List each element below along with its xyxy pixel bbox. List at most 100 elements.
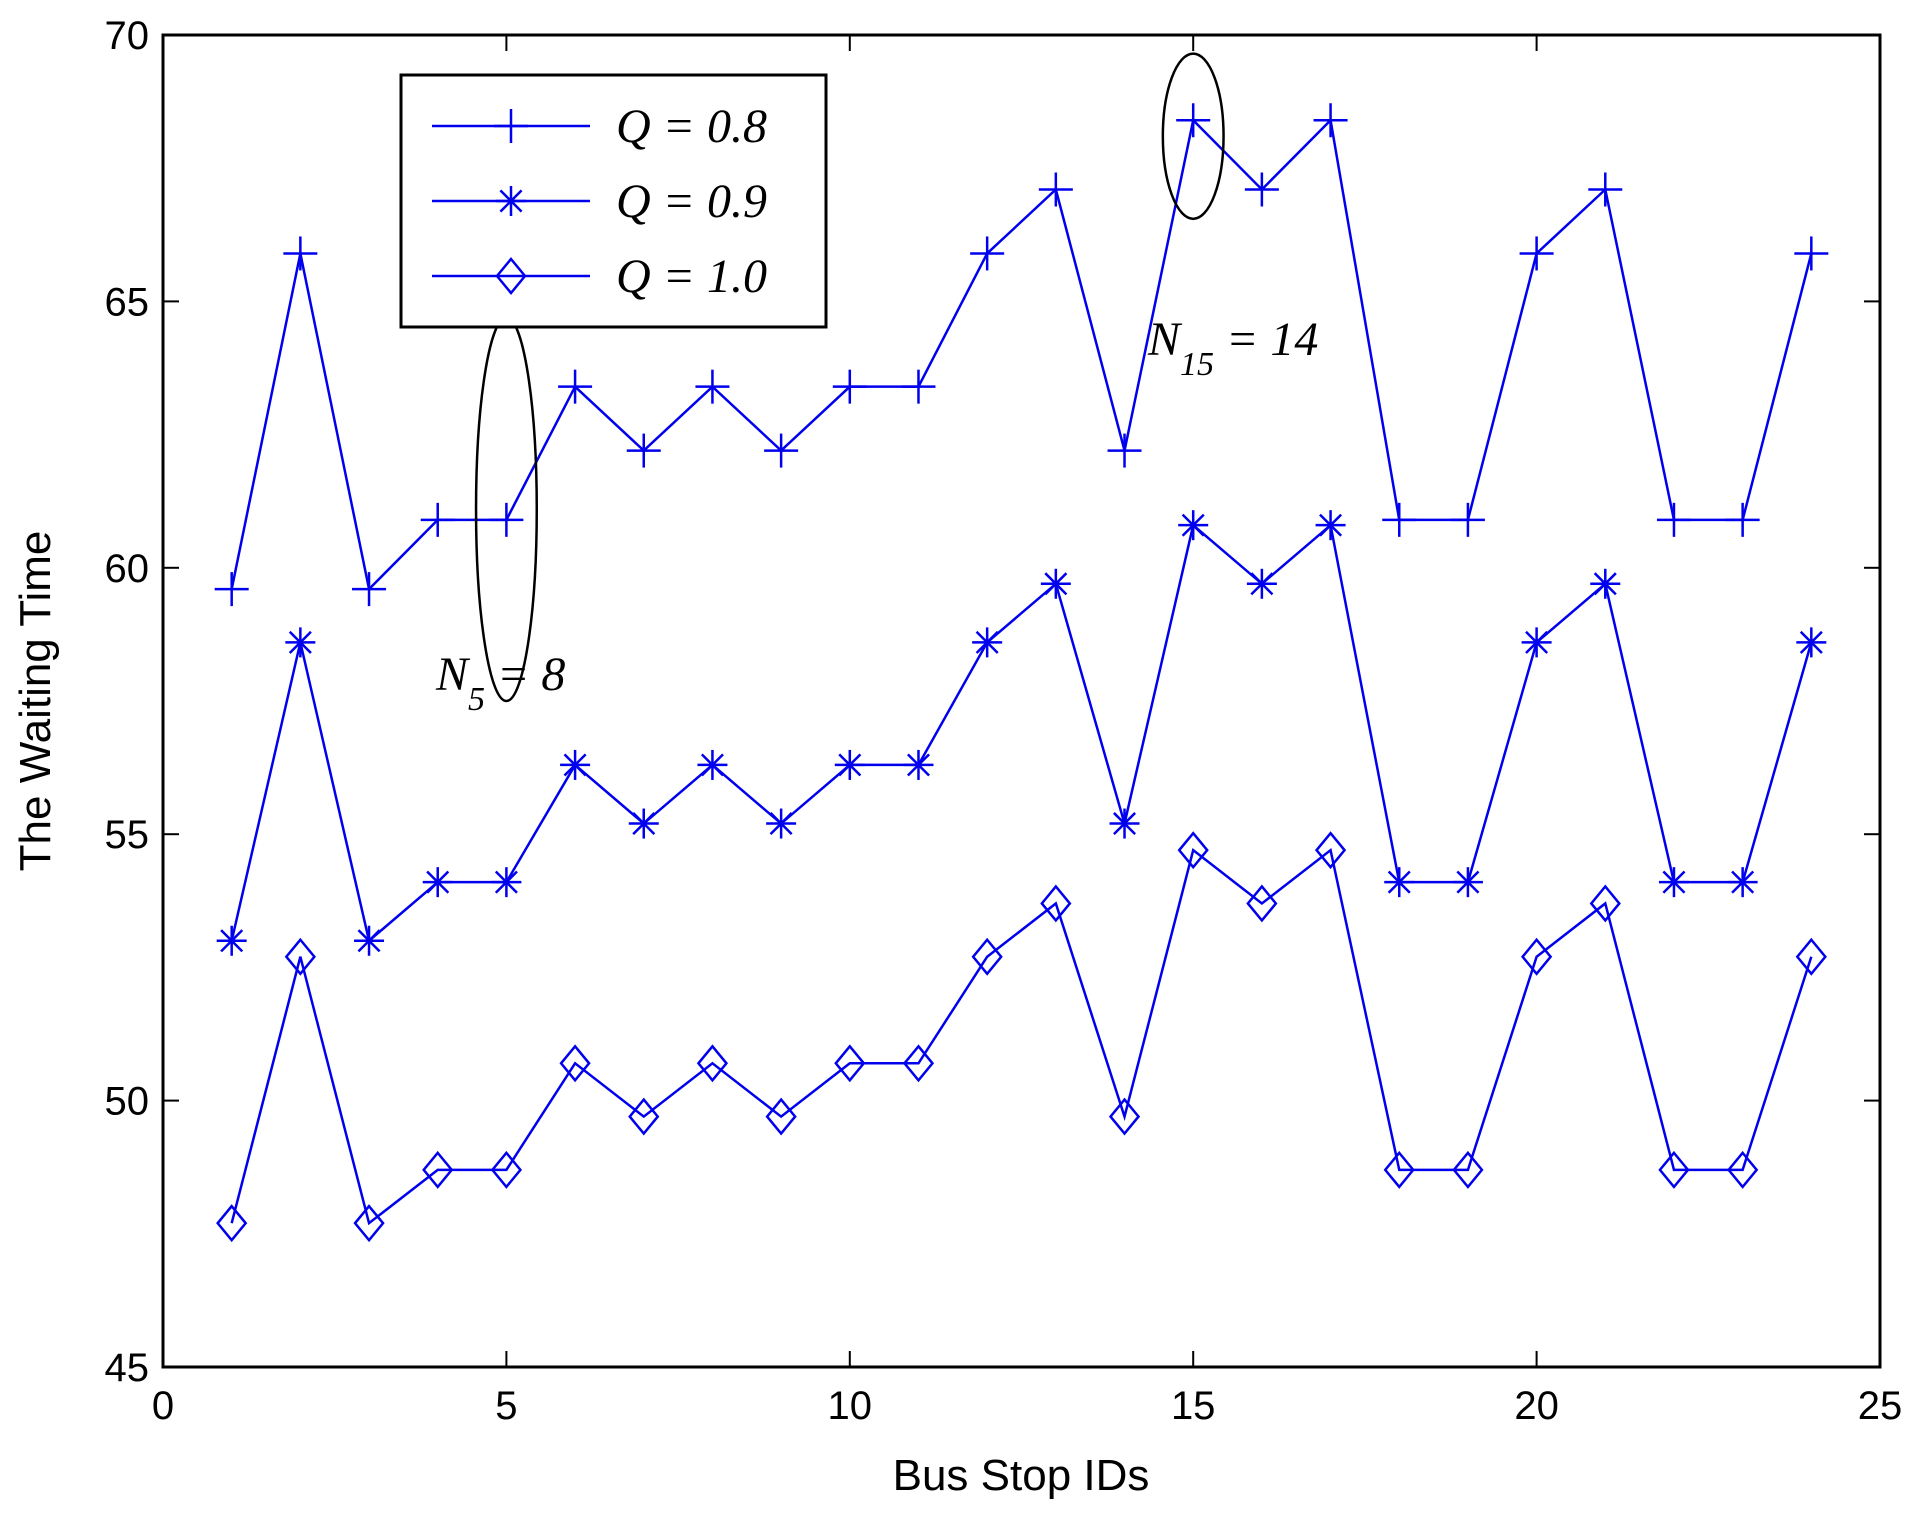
marker-stroke <box>632 812 656 836</box>
data-point <box>1658 867 1689 898</box>
legend: Q = 0.8 Q = 0.9 Q = 1.0 <box>399 73 828 329</box>
marker-shape <box>422 1150 454 1189</box>
marker-shape <box>834 1044 866 1083</box>
marker-stroke <box>1387 870 1411 894</box>
x-tick-label: 10 <box>828 1384 873 1428</box>
marker-stroke <box>769 812 793 836</box>
marker-stroke <box>906 753 930 777</box>
marker-stroke <box>357 929 381 953</box>
x-tick-label: 15 <box>1171 1384 1216 1428</box>
data-point <box>1725 502 1760 537</box>
data-point <box>1246 884 1278 923</box>
marker-shape <box>1589 884 1621 923</box>
legend-marker <box>494 109 528 143</box>
y-axis-title: The Waiting Time <box>11 531 60 872</box>
y-tick-label: 70 <box>105 14 150 58</box>
annotation-2: N15 = 14 <box>1147 52 1318 383</box>
marker-shape <box>490 1150 523 1189</box>
y-tick-label: 45 <box>105 1346 150 1390</box>
data-point <box>697 749 728 780</box>
marker-stroke <box>1113 812 1137 836</box>
marker-shape <box>495 257 527 295</box>
axis-ticks <box>162 34 1881 1368</box>
data-point <box>1521 627 1552 658</box>
data-point <box>1590 568 1621 599</box>
data-point <box>1382 502 1417 537</box>
data-point <box>832 369 867 404</box>
data-point <box>696 1044 729 1083</box>
series-2 <box>216 510 1827 956</box>
data-point <box>352 572 387 607</box>
marker-shape <box>1520 937 1553 976</box>
data-point <box>1656 502 1691 537</box>
legend-label: Q = 0.9 <box>616 175 767 228</box>
data-point <box>216 1204 248 1243</box>
data-point <box>1727 1150 1759 1189</box>
x-tick-label: 5 <box>495 1384 517 1428</box>
data-point <box>560 749 591 780</box>
data-point <box>1246 568 1277 599</box>
marker-stroke <box>494 870 518 894</box>
marker-stroke <box>1593 572 1617 596</box>
data-point <box>422 1150 454 1189</box>
data-point <box>903 749 934 780</box>
marker-stroke <box>1799 630 1823 654</box>
series-1 <box>214 103 1829 607</box>
data-point <box>1384 867 1415 898</box>
data-point <box>765 1097 797 1136</box>
annotations: N5 = 8 N15 = 14 <box>435 52 1318 718</box>
marker-shape <box>765 1097 797 1136</box>
legend-marker <box>496 186 526 216</box>
x-tick-label: 20 <box>1514 1384 1559 1428</box>
data-point <box>764 433 799 468</box>
data-point <box>1658 1150 1690 1189</box>
data-point <box>489 502 524 537</box>
marker-stroke <box>220 929 244 953</box>
data-point <box>970 236 1005 271</box>
data-point <box>422 867 453 898</box>
marker-shape <box>284 937 316 976</box>
data-point <box>1727 867 1758 898</box>
data-point <box>1109 808 1140 839</box>
data-point <box>354 925 385 956</box>
data-point <box>1244 172 1279 207</box>
marker-shape <box>971 937 1003 976</box>
data-point <box>1313 103 1348 138</box>
data-point <box>834 749 865 780</box>
data-point <box>1795 937 1827 976</box>
y-tick-label: 60 <box>105 547 150 591</box>
marker-stroke <box>700 753 724 777</box>
data-point <box>1450 502 1485 537</box>
data-point <box>695 369 730 404</box>
data-point <box>1178 510 1209 541</box>
marker-stroke <box>975 630 999 654</box>
data-point <box>1040 568 1071 599</box>
marker-shape <box>1452 1150 1484 1189</box>
data-point <box>834 1044 866 1083</box>
marker-shape <box>1108 1097 1141 1136</box>
annotation-ellipse <box>1161 52 1225 221</box>
legend-item: Q = 0.9 <box>432 175 767 228</box>
data-point <box>1452 867 1483 898</box>
marker-shape <box>1040 884 1072 923</box>
data-point <box>628 1097 660 1136</box>
data-point <box>1107 433 1142 468</box>
data-point <box>285 627 316 658</box>
marker-stroke <box>1044 572 1068 596</box>
marker-shape <box>902 1044 935 1083</box>
annotation-label: N5 = 8 <box>435 648 565 718</box>
data-point <box>1520 937 1553 976</box>
data-point <box>559 1044 591 1083</box>
y-tick-label: 55 <box>105 813 150 857</box>
marker-stroke <box>426 870 450 894</box>
marker-shape <box>628 1097 660 1136</box>
data-point <box>283 236 318 271</box>
series-3 <box>216 831 1827 1243</box>
data-point <box>1383 1150 1415 1189</box>
data-point <box>972 627 1003 658</box>
y-tick-label: 65 <box>105 280 150 324</box>
data-point <box>214 572 249 607</box>
marker-stroke <box>1731 870 1755 894</box>
data-point <box>1040 884 1072 923</box>
tick-labels: 0 5 10 15 20 25 45 50 55 60 65 70 <box>105 14 1903 1428</box>
